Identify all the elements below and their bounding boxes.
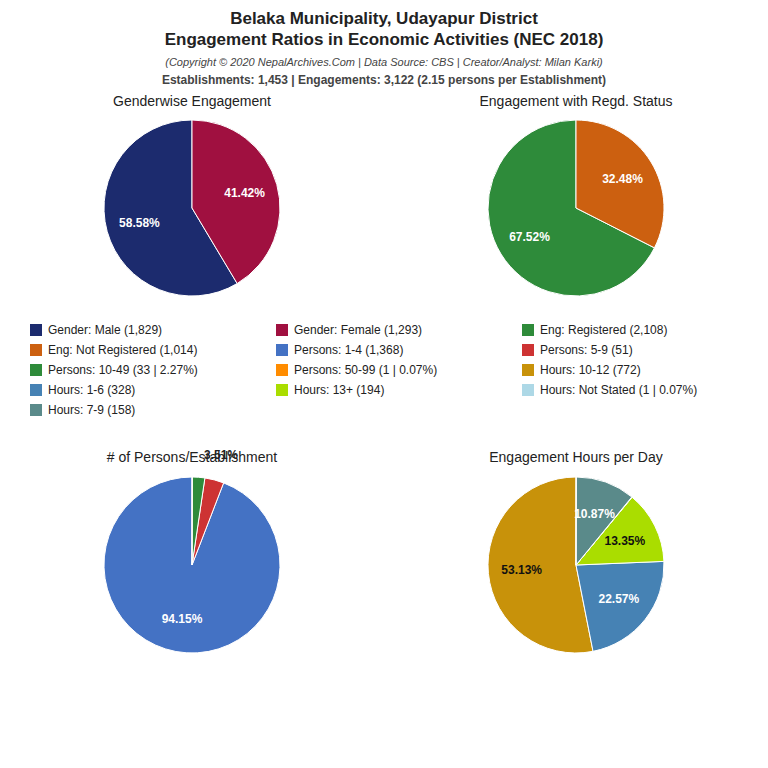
data-label: 67.52%	[509, 230, 550, 244]
data-labels: 58.58% 41.42%	[119, 186, 265, 229]
pie-slice	[576, 561, 664, 651]
chart-title: # of Persons/Establishment	[107, 449, 278, 465]
legend-entry: Eng: Not Registered (1,014)	[48, 343, 197, 357]
figure: Belaka Municipality, Udayapur District En…	[0, 0, 768, 768]
pie-slice	[192, 478, 224, 565]
legend-swatch	[276, 324, 288, 336]
legend-entry: Persons: 50-99 (1 | 0.07%)	[294, 363, 437, 377]
legend-swatch	[30, 324, 42, 336]
pie-chart: # of Persons/Establishment	[104, 449, 280, 653]
legend-entry: Persons: 5-9 (51)	[540, 343, 633, 357]
pie-chart: Engagement Hours per Day	[488, 449, 664, 653]
subtitle: (Copyright © 2020 NepalArchives.Com | Da…	[165, 56, 603, 68]
pie-slice	[104, 477, 280, 653]
pie-slice	[576, 120, 664, 248]
pie-slice	[192, 120, 280, 284]
data-labels: 94.15% 3.51%	[162, 448, 239, 626]
chart-title: Genderwise Engagement	[113, 93, 271, 109]
data-label: 32.48%	[602, 172, 643, 186]
pie-chart: Genderwise Engagement	[104, 93, 280, 296]
subtitle: Establishments: 1,453 | Engagements: 3,1…	[162, 73, 606, 87]
legend-swatch	[30, 384, 42, 396]
legend-swatch	[276, 384, 288, 396]
legend-swatch	[522, 344, 534, 356]
pie-slice	[192, 477, 193, 565]
data-label: 22.57%	[598, 592, 639, 606]
legend-entry: Persons: 10-49 (33 | 2.27%)	[48, 363, 198, 377]
legend-entry: Hours: 13+ (194)	[294, 383, 384, 397]
pie-chart: Engagement with Regd. Status	[479, 93, 672, 296]
legend-entry: Persons: 1-4 (1,368)	[294, 343, 403, 357]
title: Belaka Municipality, Udayapur District	[230, 9, 538, 28]
data-label: 13.35%	[605, 534, 646, 548]
legend-entry: Hours: 7-9 (158)	[48, 403, 135, 417]
chart-title: Engagement with Regd. Status	[479, 93, 672, 109]
data-labels: 53.13% 22.57% 13.35% 10.87%	[501, 507, 645, 606]
legend-entry: Hours: Not Stated (1 | 0.07%)	[540, 383, 697, 397]
legend-entry: Eng: Registered (2,108)	[540, 323, 667, 337]
legend-entry: Gender: Female (1,293)	[294, 323, 422, 337]
pie-slice	[192, 477, 205, 565]
data-label: 58.58%	[119, 216, 160, 230]
background	[0, 0, 768, 768]
legend-entry: Hours: 10-12 (772)	[540, 363, 641, 377]
legend-swatch	[30, 344, 42, 356]
pie-slice	[576, 477, 632, 565]
data-label: 94.15%	[162, 612, 203, 626]
legend-entry: Hours: 1-6 (328)	[48, 383, 135, 397]
pie-slice	[576, 477, 577, 565]
title: Engagement Ratios in Economic Activities…	[165, 30, 604, 49]
legend-swatch	[522, 384, 534, 396]
data-labels: 67.52% 32.48%	[509, 172, 643, 243]
legend-swatch	[276, 364, 288, 376]
data-label: 53.13%	[501, 563, 542, 577]
legend-swatch	[276, 344, 288, 356]
legend-swatch	[522, 364, 534, 376]
legend-swatch	[522, 324, 534, 336]
legend-swatch	[30, 364, 42, 376]
data-label: 41.42%	[224, 186, 265, 200]
data-label: 3.51%	[204, 448, 238, 462]
legend: Gender: Male (1,829) Gender: Female (1,29…	[30, 323, 697, 417]
data-label: 10.87%	[574, 507, 615, 521]
legend-entry: Gender: Male (1,829)	[48, 323, 162, 337]
legend-swatch	[30, 404, 42, 416]
chart-title: Engagement Hours per Day	[489, 449, 663, 465]
